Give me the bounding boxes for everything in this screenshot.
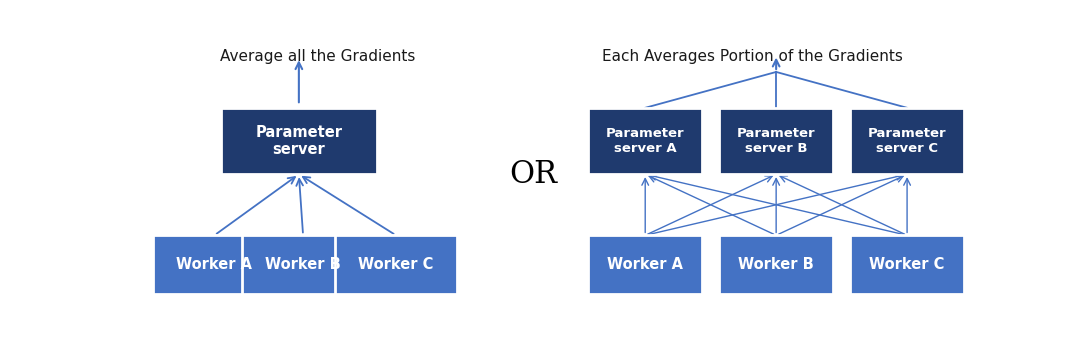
FancyBboxPatch shape [719,108,833,174]
Text: Average all the Gradients: Average all the Gradients [220,49,415,65]
Text: Worker C: Worker C [870,257,945,272]
Text: Parameter
server B: Parameter server B [737,127,815,155]
FancyBboxPatch shape [242,235,364,294]
FancyBboxPatch shape [335,235,458,294]
FancyBboxPatch shape [221,108,377,174]
Text: Worker B: Worker B [738,257,814,272]
Text: OR: OR [509,159,557,190]
FancyBboxPatch shape [153,235,276,294]
FancyBboxPatch shape [719,235,833,294]
Text: Parameter
server: Parameter server [255,125,342,157]
FancyBboxPatch shape [589,108,702,174]
Text: Worker A: Worker A [177,257,253,272]
FancyBboxPatch shape [850,235,965,294]
Text: Parameter
server C: Parameter server C [868,127,946,155]
FancyBboxPatch shape [850,108,965,174]
Text: Worker A: Worker A [607,257,683,272]
Text: Each Averages Portion of the Gradients: Each Averages Portion of the Gradients [603,49,904,65]
Text: Worker B: Worker B [265,257,341,272]
FancyBboxPatch shape [589,235,702,294]
Text: Parameter
server A: Parameter server A [606,127,685,155]
Text: Worker C: Worker C [359,257,434,272]
